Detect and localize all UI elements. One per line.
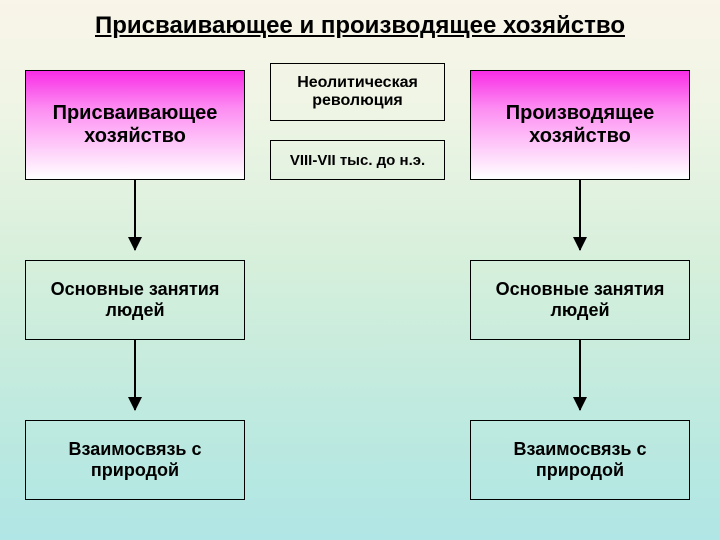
box-center-bottom: VIII-VII тыс. до н.э. <box>270 140 445 180</box>
arrow-down-icon <box>134 340 136 410</box>
box-center-top: Неолитическая революция <box>270 63 445 121</box>
box-right-top: Производящее хозяйство <box>470 70 690 180</box>
page-title: Присваивающее и производящее хозяйство <box>0 12 720 40</box>
box-right-mid: Основные занятия людей <box>470 260 690 340</box>
box-right-bottom: Взаимосвязь с природой <box>470 420 690 500</box>
arrow-down-icon <box>134 180 136 250</box>
box-left-top: Присваивающее хозяйство <box>25 70 245 180</box>
arrow-down-icon <box>579 180 581 250</box>
arrow-down-icon <box>579 340 581 410</box>
box-left-bottom: Взаимосвязь с природой <box>25 420 245 500</box>
box-left-mid: Основные занятия людей <box>25 260 245 340</box>
